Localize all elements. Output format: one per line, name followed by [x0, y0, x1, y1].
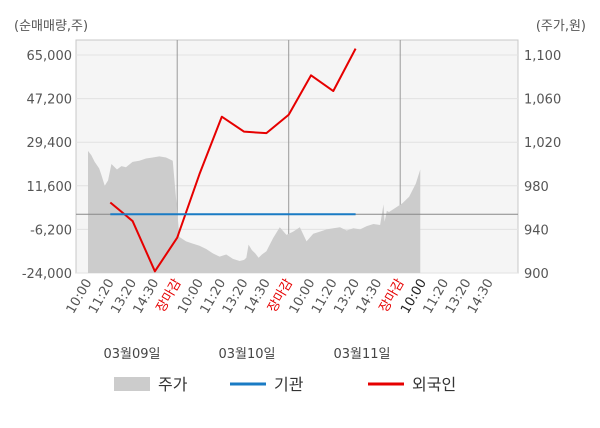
legend-label: 외국인 — [412, 375, 456, 394]
legend-label: 주가 — [158, 375, 188, 394]
date-label: 03월09일 — [103, 347, 160, 362]
legend-label: 기관 — [274, 375, 304, 394]
left-tick-label: 29,400 — [27, 136, 73, 151]
right-tick-label: 1,020 — [524, 136, 561, 151]
right-tick-label: 1,060 — [524, 93, 561, 108]
right-tick-label: 980 — [524, 180, 549, 195]
right-tick-label: 1,100 — [524, 49, 561, 64]
series-line-foreign — [109, 48, 357, 273]
date-label: 03월10일 — [218, 347, 275, 362]
price-layer — [88, 150, 421, 273]
right-axis-ticks: 1,100 1,060 1,020 980 940 900 — [524, 49, 561, 282]
price-area — [88, 150, 421, 273]
left-tick-label: -6,200 — [30, 223, 72, 238]
right-axis-unit: (주가,원) — [536, 19, 586, 34]
right-tick-label: 940 — [524, 223, 549, 238]
series-line-layer — [109, 48, 357, 273]
x-axis-ticks: 10:0011:2013:2014:30장마감10:0011:2013:2014… — [64, 276, 497, 316]
date-label: 03월11일 — [333, 347, 390, 362]
left-tick-label: 11,600 — [27, 180, 73, 195]
left-tick-label: 47,200 — [27, 93, 73, 108]
legend: 주가 기관 외국인 — [114, 375, 456, 394]
left-axis-ticks: 65,000 47,200 29,400 11,600 -6,200 -24,000 — [22, 49, 72, 282]
date-labels: 03월09일 03월10일 03월11일 — [103, 347, 390, 362]
left-axis-unit: (순매매량,주) — [14, 19, 88, 34]
legend-swatch-price — [114, 377, 150, 391]
left-tick-label: -24,000 — [22, 267, 72, 282]
right-tick-label: 900 — [524, 267, 549, 282]
left-tick-label: 65,000 — [27, 49, 73, 64]
